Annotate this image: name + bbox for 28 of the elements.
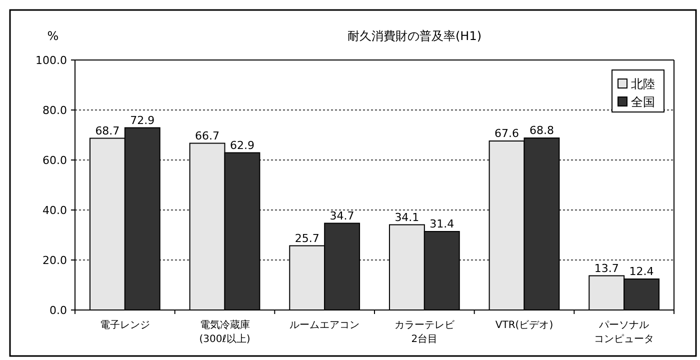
legend-label: 全国 — [631, 95, 655, 109]
data-label: 67.6 — [494, 127, 520, 140]
data-label: 34.7 — [330, 209, 354, 222]
y-tick-label: 20.0 — [42, 254, 67, 267]
x-tick-label: 電気冷蔵庫 (300ℓ以上) — [199, 319, 250, 345]
data-label: 12.4 — [629, 265, 654, 278]
x-tick-label: パーソナルコンピュータ — [594, 320, 654, 345]
data-label: 25.7 — [294, 232, 320, 245]
x-tick-label: 電子レンジ — [100, 320, 150, 331]
y-axis-title: % — [47, 29, 59, 43]
y-tick-label: 60.0 — [42, 154, 67, 167]
data-label: 68.7 — [95, 124, 120, 138]
y-tick-label: 80.0 — [42, 104, 67, 117]
data-label: 72.9 — [130, 114, 155, 127]
chart-title: 耐久消費財の普及率(H1) — [347, 29, 482, 43]
data-label: 66.7 — [195, 129, 220, 142]
data-label: 68.8 — [529, 124, 554, 137]
y-tick-label: 100.0 — [36, 54, 67, 67]
x-tick-label: カラーテレビ 2台目 — [394, 320, 456, 345]
y-tick-label: 40.0 — [42, 204, 67, 217]
y-tick-label: 0.0 — [50, 304, 67, 317]
x-tick-label: ルームエアコン — [290, 320, 360, 331]
data-label: 62.9 — [230, 138, 254, 152]
data-label: 31.4 — [430, 218, 454, 230]
legend-label: 北陸 — [631, 77, 655, 91]
x-tick-label: VTR(ビデオ) — [495, 320, 554, 331]
data-label: 13.7 — [594, 262, 619, 275]
data-label: 34.1 — [394, 210, 420, 224]
